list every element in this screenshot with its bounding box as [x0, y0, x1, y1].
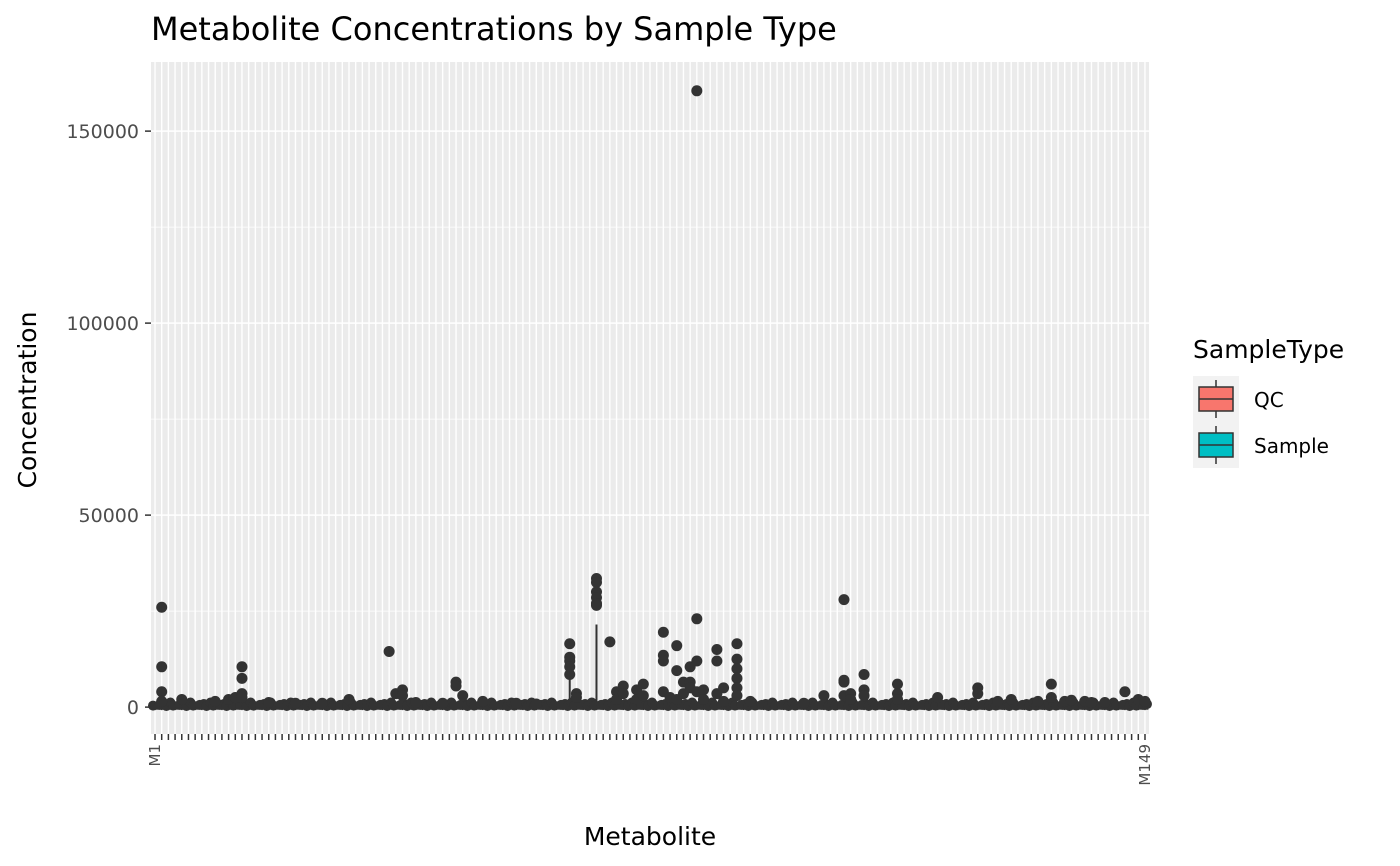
outlier-point: [691, 655, 703, 667]
outlier-point: [564, 661, 576, 673]
outlier-point: [637, 690, 649, 702]
outlier-point: [992, 695, 1004, 707]
outlier-point: [671, 640, 683, 652]
x-tick-label: M1: [146, 744, 164, 767]
outlier-point: [570, 692, 582, 704]
outlier-point: [1032, 695, 1044, 707]
outlier-point: [1085, 697, 1097, 709]
outlier-point: [604, 636, 616, 648]
outlier-point: [858, 668, 870, 680]
outlier-point: [671, 665, 683, 677]
outlier-point: [263, 697, 275, 709]
x-axis-title: Metabolite: [584, 822, 716, 851]
outlier-point: [891, 693, 903, 705]
outlier-point: [731, 663, 743, 675]
outlier-point: [236, 661, 248, 673]
outlier-point: [744, 695, 756, 707]
outlier-point: [156, 686, 168, 698]
outlier-point: [1099, 697, 1111, 709]
outlier-point: [657, 655, 669, 667]
outlier-point: [858, 690, 870, 702]
outlier-point: [1005, 693, 1017, 705]
outlier-point: [798, 697, 810, 709]
outlier-point: [1139, 695, 1151, 707]
outlier-point: [617, 688, 629, 700]
legend-label: Sample: [1254, 434, 1329, 458]
outlier-point: [838, 594, 850, 606]
outlier-point: [156, 601, 168, 613]
outlier-point: [564, 638, 576, 650]
outlier-point: [343, 693, 355, 705]
outlier-point: [698, 693, 710, 705]
outlier-point: [397, 690, 409, 702]
outlier-point: [932, 692, 944, 704]
outlier-point: [698, 684, 710, 696]
outlier-point: [731, 690, 743, 702]
y-axis-title: Concentration: [13, 312, 42, 489]
x-axis: M1 M149: [146, 734, 1154, 786]
x-tick-label: M149: [1136, 744, 1154, 786]
y-tick-label: 100000: [66, 313, 139, 335]
outlier-point: [711, 655, 723, 667]
outlier-point: [731, 672, 743, 684]
outlier-point: [1045, 678, 1057, 690]
outlier-point: [477, 695, 489, 707]
legend: SampleType QC Sample: [1193, 335, 1344, 468]
outlier-point: [972, 688, 984, 700]
outlier-point: [156, 661, 168, 673]
outlier-point: [383, 645, 395, 657]
outlier-point: [236, 672, 248, 684]
outlier-point: [838, 676, 850, 688]
outlier-point: [530, 698, 542, 710]
outlier-point: [1065, 694, 1077, 706]
outlier-point: [718, 695, 730, 707]
outlier-point: [691, 613, 703, 625]
outlier-point: [510, 697, 522, 709]
chart-title: Metabolite Concentrations by Sample Type: [151, 10, 837, 48]
outlier-point: [564, 668, 576, 680]
outlier-point: [711, 644, 723, 656]
outlier-point: [209, 695, 221, 707]
outlier-point: [818, 690, 830, 702]
outlier-point: [450, 680, 462, 692]
y-tick-label: 150000: [66, 121, 139, 143]
outlier-point: [891, 678, 903, 690]
outlier-point: [845, 693, 857, 705]
outlier-point: [316, 697, 328, 709]
outlier-point: [731, 682, 743, 694]
outlier-point: [731, 653, 743, 665]
outlier-point: [176, 693, 188, 705]
outlier-point: [457, 690, 469, 702]
y-axis: 0 50000 100000 150000: [66, 121, 151, 719]
y-tick-label: 0: [127, 697, 139, 719]
outlier-point: [590, 599, 602, 611]
outlier-layer: [148, 85, 1152, 711]
grid-lines: [151, 62, 1149, 734]
legend-label: QC: [1254, 388, 1284, 412]
outlier-point: [236, 692, 248, 704]
outlier-point: [1045, 692, 1057, 704]
outlier-point: [156, 695, 168, 707]
outlier-point: [1119, 686, 1131, 698]
outlier-point: [731, 638, 743, 650]
outlier-point: [718, 682, 730, 694]
outlier-point: [289, 697, 301, 709]
legend-title: SampleType: [1193, 335, 1344, 364]
outlier-point: [617, 680, 629, 692]
outlier-point: [410, 697, 422, 709]
outlier-point: [437, 697, 449, 709]
outlier-point: [691, 85, 703, 97]
outlier-point: [590, 576, 602, 588]
y-tick-label: 50000: [79, 505, 139, 527]
outlier-point: [657, 626, 669, 638]
outlier-point: [637, 678, 649, 690]
